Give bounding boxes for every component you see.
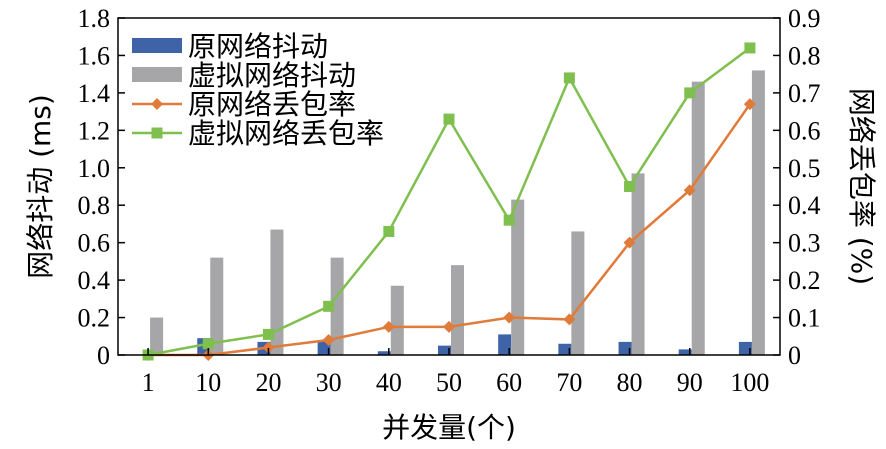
- x-tick-label: 20: [255, 368, 281, 397]
- virtual-jitter-bar: [390, 285, 404, 355]
- original-jitter-bar: [377, 351, 391, 355]
- y2-tick-label: 0.4: [788, 191, 821, 220]
- y-tick-label: 0.6: [78, 229, 111, 258]
- original-jitter-bar: [558, 343, 572, 355]
- virtual-loss-point: [624, 181, 636, 192]
- y2-tick-label: 0.1: [788, 304, 821, 333]
- virtual-jitter-bar: [511, 199, 525, 355]
- legend-swatch: [132, 67, 182, 82]
- x-tick-label: 80: [617, 368, 643, 397]
- x-tick-label: 100: [730, 368, 769, 397]
- original-loss-point: [322, 334, 335, 347]
- legend-marker: [151, 127, 163, 139]
- virtual-jitter-bar: [751, 70, 765, 355]
- virtual-loss-point: [202, 338, 214, 350]
- virtual-loss-point: [323, 300, 335, 312]
- y2-tick-label: 0.7: [788, 79, 821, 108]
- y2-axis-title: 网络丢包率 (%): [845, 88, 878, 285]
- virtual-jitter-bar: [150, 317, 164, 355]
- original-loss-point: [563, 313, 576, 326]
- virtual-loss-point: [503, 214, 515, 226]
- y-tick-label: 0.8: [78, 191, 111, 220]
- legend-label: 原网络丢包率: [188, 88, 356, 121]
- original-jitter-bar: [498, 334, 512, 355]
- virtual-loss-point: [563, 72, 575, 84]
- virtual-loss-point: [262, 328, 274, 340]
- original-loss-point: [262, 341, 275, 354]
- x-tick-label: 40: [376, 368, 402, 397]
- x-tick-label: 1: [142, 368, 155, 397]
- legend-label: 原网络抖动: [188, 30, 328, 63]
- x-tick-label: 90: [677, 368, 703, 397]
- x-tick-label: 10: [195, 368, 221, 397]
- y2-tick-label: 0.2: [788, 266, 821, 295]
- virtual-jitter-bar: [330, 257, 344, 355]
- y-tick-label: 0.2: [78, 304, 111, 333]
- bars-layer: [150, 70, 765, 356]
- original-jitter-bar: [678, 349, 692, 355]
- legend-swatch: [132, 38, 182, 53]
- original-jitter-bar: [438, 345, 451, 355]
- ticks-layer: 0 0.2 0.4 0.6 0.8 1.0 1.2 1.4 1.6 1.8 0 0.1 0.2 0.3 0.…: [78, 4, 821, 397]
- virtual-loss-point: [383, 225, 395, 237]
- virtual-loss-point: [684, 87, 696, 99]
- y-tick-label: 0.4: [78, 266, 111, 295]
- y2-tick-label: 0.3: [788, 229, 821, 258]
- y-tick-label: 1.8: [78, 4, 111, 33]
- y2-tick-label: 0: [788, 341, 801, 370]
- y-tick-label: 1.2: [78, 116, 111, 145]
- x-tick-label: 60: [496, 368, 522, 397]
- virtual-jitter-bar: [451, 265, 464, 355]
- y2-tick-label: 0.6: [788, 116, 821, 145]
- legend-marker: [151, 98, 163, 110]
- virtual-jitter-bar: [691, 81, 705, 356]
- original-loss-point: [743, 98, 756, 111]
- x-axis-title: 并发量(个): [382, 411, 516, 444]
- virtual-jitter-bar: [631, 173, 645, 355]
- virtual-loss-point: [744, 42, 756, 54]
- y-tick-label: 0: [97, 341, 110, 370]
- y-tick-label: 1.6: [78, 41, 111, 70]
- x-tick-label: 70: [556, 368, 582, 397]
- x-tick-label: 30: [316, 368, 342, 397]
- y2-tick-label: 0.5: [788, 154, 821, 183]
- y2-tick-label: 0.8: [788, 41, 821, 70]
- original-jitter-bar: [738, 341, 752, 355]
- y-axis-title: 网络抖动 (ms): [24, 94, 57, 279]
- original-loss-point: [382, 320, 395, 333]
- original-loss-point: [623, 236, 636, 249]
- x-tick-label: 50: [436, 368, 462, 397]
- virtual-jitter-bar: [571, 231, 585, 355]
- original-jitter-bar: [618, 341, 632, 355]
- original-loss-point: [683, 184, 696, 197]
- y-tick-label: 1.4: [78, 79, 111, 108]
- legend-label: 虚拟网络丢包率: [188, 117, 384, 150]
- original-loss-point: [443, 320, 455, 333]
- legend-label: 虚拟网络抖动: [188, 59, 356, 92]
- virtual-loss-point: [443, 113, 455, 125]
- original-loss-point: [503, 311, 516, 324]
- y-tick-label: 1.0: [78, 154, 111, 183]
- y2-tick-label: 0.9: [788, 4, 821, 33]
- virtual-jitter-bar: [270, 229, 284, 355]
- lines-layer: [142, 42, 756, 361]
- virtual-jitter-bar: [210, 257, 224, 355]
